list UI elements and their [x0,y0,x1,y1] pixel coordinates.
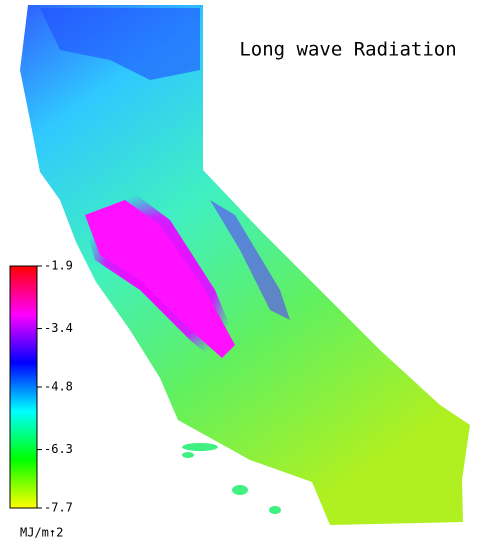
colorbar-tick-label: -1.9 [44,259,73,273]
sierra-band [210,200,290,320]
colorbar: -1.9 -3.4 -4.8 -6.3 -7.7 [9,259,73,515]
valley-core [85,200,235,358]
colorbar-tick-label: -6.3 [44,442,73,456]
state-shape [20,5,470,525]
map-title: Long wave Radiation [239,39,456,61]
california-map [20,5,470,525]
colorbar-tick-label: -7.7 [44,501,73,515]
colorbar-tick-label: -4.8 [44,380,73,394]
colorbar-tick-label: -3.4 [44,321,73,335]
channel-islands [182,443,281,514]
north-cold-area [40,8,200,80]
colorbar-label: MJ/m↑2 [20,526,63,540]
colorbar-body [9,265,38,509]
